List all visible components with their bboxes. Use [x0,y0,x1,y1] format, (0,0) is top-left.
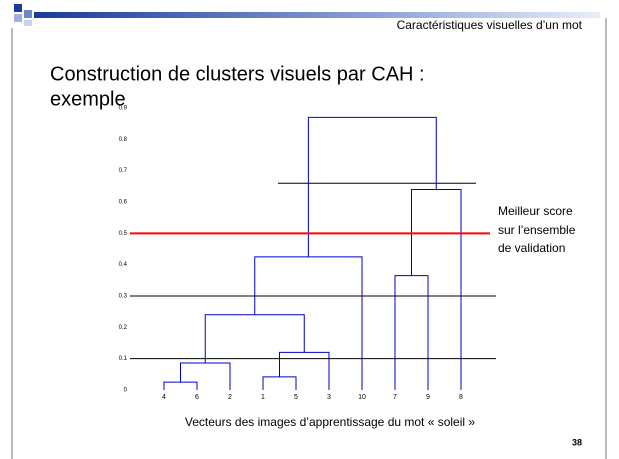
leaf-label: 2 [228,394,232,401]
y-tick-label: 0.3 [119,294,128,300]
dendrogram-link [163,381,198,390]
deco [24,10,32,18]
header-band [34,12,600,18]
y-tick-label: 0.7 [119,168,128,174]
slide-title: exemple [50,88,126,110]
dendrogram-link [307,116,437,257]
dendrogram-link [204,314,305,364]
y-tick-label: 0.6 [119,200,128,206]
leaf-label: 1 [261,394,265,401]
leaf-label: 10 [358,394,366,401]
leaf-label: 9 [426,394,430,401]
page-number: 38 [572,437,582,447]
y-tick-label: 0.9 [119,106,128,112]
annotation: Meilleur score [498,204,573,218]
header-title: Caractéristiques visuelles d’un mot [397,18,583,32]
dendrogram-link [180,362,231,390]
y-tick-label: 0 [124,388,128,394]
y-tick-label: 0.4 [119,262,128,268]
annotation: sur l’ensemble [498,223,576,237]
deco [14,14,22,22]
y-tick-label: 0.8 [119,137,128,143]
slide-title: Construction de clusters visuels par CAH… [50,63,425,85]
x-axis-label: Vecteurs des images d’apprentissage du m… [185,415,475,429]
deco [24,20,32,26]
leaf-label: 8 [459,394,463,401]
dendrogram-link [262,376,297,390]
deco [14,4,22,12]
leaf-label: 7 [393,394,397,401]
leaf-label: 4 [162,394,166,401]
y-tick-label: 0.2 [119,325,128,331]
dendrogram-link [411,188,462,390]
leaf-label: 6 [195,394,199,401]
leaf-label: 5 [294,394,298,401]
y-tick-label: 0.1 [119,356,128,362]
dendrogram-link [279,351,330,390]
dendrogram-link [394,275,429,390]
dendrogram-link [254,256,363,390]
y-tick-label: 0.5 [119,231,128,237]
leaf-label: 3 [327,394,331,401]
annotation: de validation [498,241,565,255]
